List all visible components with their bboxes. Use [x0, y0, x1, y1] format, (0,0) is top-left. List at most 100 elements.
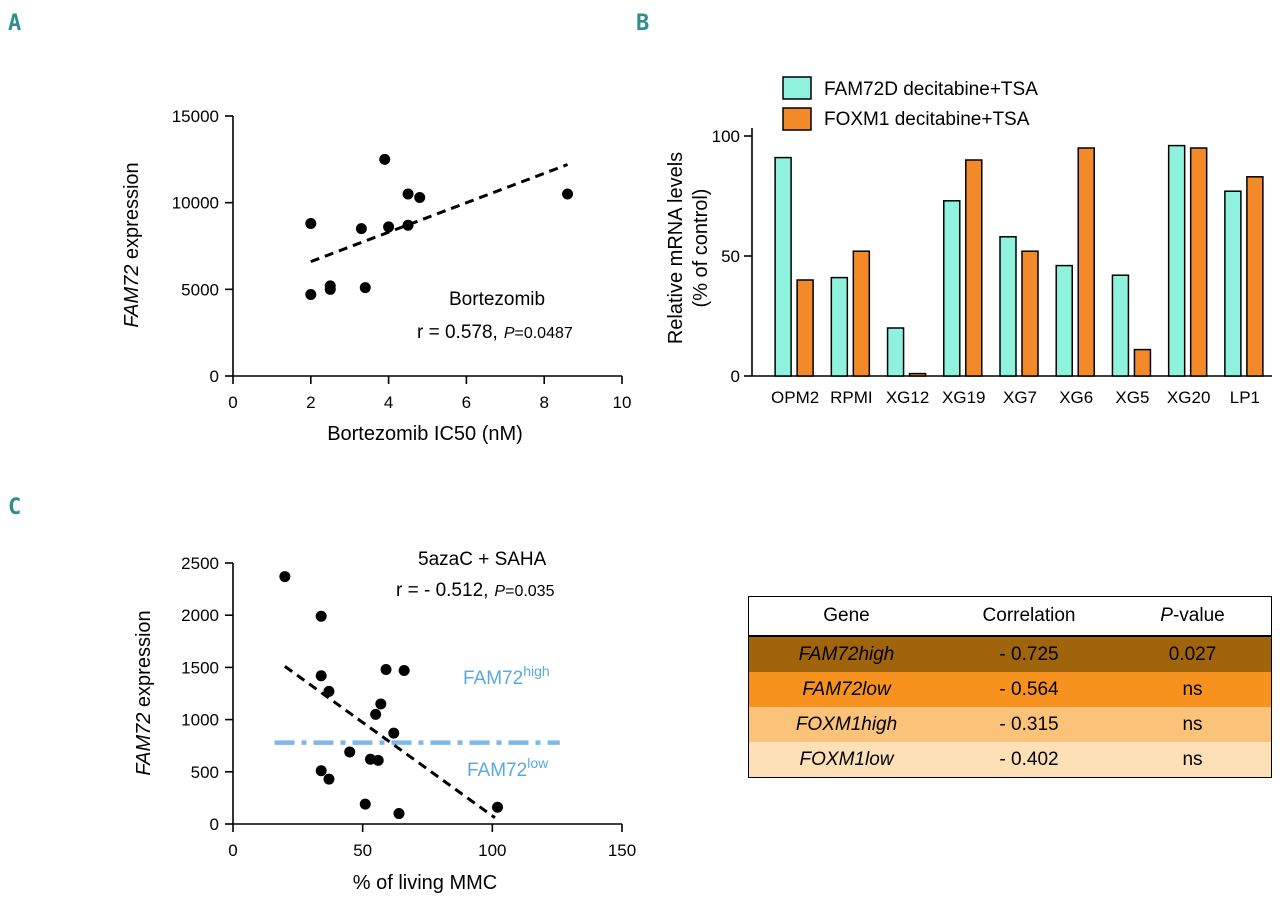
category-label-b: XG6 [1059, 388, 1093, 407]
label-fam72-high: FAM72high [463, 663, 550, 689]
table-row: FOXM1high - 0.315 ns [749, 707, 1271, 742]
y-tick-label-a: 15000 [172, 107, 219, 126]
y-axis-label-b-line2: (% of control) [690, 189, 712, 308]
y-axis-label-b-line1: Relative mRNA levels [665, 152, 687, 344]
x-tick-label-c: 50 [353, 841, 372, 860]
data-point-c [344, 746, 356, 758]
annotation-title-a: Bortezomib [449, 289, 545, 310]
y-axis-label-a-rest: expression [121, 162, 143, 264]
data-point-c [323, 773, 335, 785]
cell-correlation: - 0.564 [999, 678, 1059, 700]
y-tick-label-c: 1500 [181, 658, 219, 677]
legend-swatch-foxm1 [782, 107, 812, 131]
y-axis-label-c-rest: expression [133, 610, 155, 712]
data-point-a [562, 188, 574, 200]
bar-fam72d [1055, 264, 1073, 377]
bar-fam72d [1224, 190, 1242, 377]
annotation-p-label-a: P [504, 325, 515, 342]
bar-foxm1 [1189, 147, 1208, 377]
panel-letter-a: A [8, 11, 21, 36]
data-point-a [402, 219, 414, 231]
data-point-c [380, 663, 392, 675]
cell-correlation: - 0.402 [999, 748, 1059, 770]
y-tick-label-a: 10000 [172, 194, 219, 213]
x-tick-label-c: 100 [478, 841, 506, 860]
data-point-c [375, 698, 387, 710]
y-tick-label-a: 5000 [181, 280, 219, 299]
data-point-c [315, 765, 327, 777]
cell-p-value: 0.027 [1168, 643, 1217, 665]
annotation-r-c: r = - 0.512, [396, 580, 488, 601]
cell-p-value: ns [1182, 713, 1203, 735]
table-row: FOXM1low - 0.402 ns [749, 742, 1271, 777]
bar-fam72d [774, 156, 792, 377]
data-point-c [359, 798, 371, 810]
data-point-a [355, 223, 367, 235]
data-point-a [305, 217, 317, 229]
legend-swatch-fam72d [782, 76, 812, 100]
annotation-r-a: r = 0.578, [417, 322, 498, 343]
x-tick-label-a: 4 [384, 393, 393, 412]
x-tick-label-c: 150 [608, 841, 636, 860]
annotation-stats-c: r = - 0.512, P=0.035 [396, 580, 555, 601]
cell-p-value: ns [1182, 748, 1203, 770]
annotation-stats-a: r = 0.578, P=0.0487 [417, 322, 573, 343]
data-point-a [402, 188, 414, 200]
cell-correlation: - 0.315 [999, 713, 1059, 735]
table-header-row: Gene Correlation P-value [749, 597, 1271, 637]
data-point-c [315, 610, 327, 622]
label-fam72-low: FAM72low [467, 755, 549, 781]
data-point-c [279, 571, 291, 583]
data-point-c [372, 754, 384, 766]
y-tick-label-b: 0 [731, 367, 740, 386]
legend-label-foxm1: FOXM1 decitabine+TSA [824, 109, 1030, 130]
bar-foxm1 [965, 159, 983, 377]
bar-foxm1 [1021, 250, 1039, 377]
x-tick-label-a: 2 [306, 393, 315, 412]
category-label-b: OPM2 [771, 388, 819, 407]
annotation-p-value-c: =0.035 [505, 583, 554, 600]
category-label-b: XG5 [1115, 388, 1149, 407]
cell-correlation: - 0.725 [999, 643, 1059, 665]
scatter-plot-c: 0 500 1000 1500 2000 2500 0 50 100 150 % of livin… [133, 549, 636, 894]
category-label-b: RPMI [830, 388, 873, 407]
bar-fam72d [1111, 274, 1130, 377]
y-tick-label-c: 1000 [181, 711, 219, 730]
data-point-a [383, 221, 395, 233]
data-point-c [315, 670, 327, 682]
legend-label-fam72d: FAM72D decitabine+TSA [824, 79, 1038, 100]
table-row: FAM72high - 0.725 0.027 [749, 637, 1271, 672]
category-label-b: LP1 [1230, 388, 1260, 407]
trendline-a [310, 163, 569, 264]
y-axis-label-c: FAM72 expression [133, 610, 155, 775]
data-point-a [305, 289, 317, 301]
table-row: FAM72low - 0.564 ns [749, 672, 1271, 707]
bar-foxm1 [852, 250, 871, 377]
scatter-plot-a: 0 5000 10000 15000 0 2 4 6 8 10 Bortezomib IC50 (… [121, 107, 631, 445]
category-label-b: XG20 [1167, 388, 1210, 407]
cell-gene: FAM72high [798, 643, 895, 665]
data-point-a [414, 191, 426, 203]
annotation-title-c: 5azaC + SAHA [418, 549, 547, 570]
header-p-letter: P [1160, 605, 1173, 626]
annotation-p-value-a: =0.0487 [514, 325, 572, 342]
x-axis-label-c: % of living MMC [353, 872, 497, 894]
category-label-b: XG7 [1003, 388, 1037, 407]
data-point-a [359, 282, 371, 294]
data-point-a [324, 283, 336, 295]
header-correlation: Correlation [982, 605, 1076, 626]
panel-letter-c: C [8, 495, 21, 520]
y-tick-label-b: 100 [712, 127, 740, 146]
data-point-a [379, 153, 391, 165]
y-tick-label-a: 0 [210, 367, 219, 386]
data-point-c [398, 665, 410, 677]
label-fam72-high-sup: high [523, 663, 549, 679]
bar-chart-b: FAM72D decitabine+TSA FOXM1 decitabine+T… [665, 76, 1272, 407]
y-tick-label-b: 50 [721, 247, 740, 266]
y-tick-label-c: 2000 [181, 606, 219, 625]
x-tick-label-a: 0 [228, 393, 237, 412]
label-fam72-low-base: FAM72 [467, 760, 527, 781]
legend-b: FAM72D decitabine+TSA FOXM1 decitabine+T… [782, 76, 1038, 131]
cell-gene: FAM72low [802, 678, 891, 700]
